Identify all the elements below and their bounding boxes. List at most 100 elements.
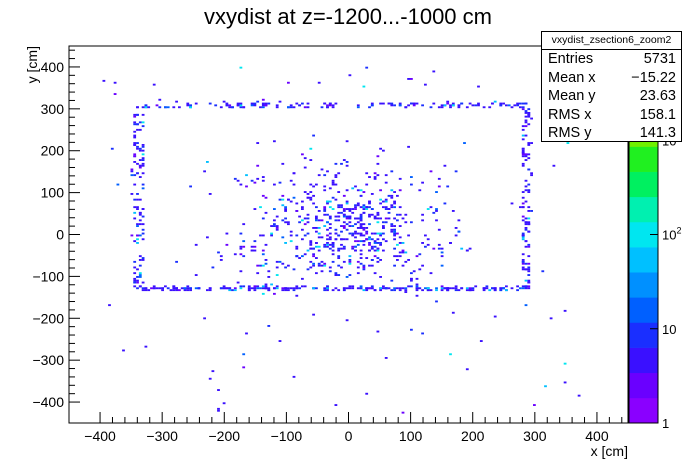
heatmap-bin xyxy=(524,121,528,124)
heatmap-bin xyxy=(401,411,405,414)
heatmap-bin xyxy=(138,259,142,261)
heatmap-bin xyxy=(379,217,382,220)
heatmap-bin xyxy=(289,234,293,237)
heatmap-bin xyxy=(175,100,178,103)
heatmap-bin xyxy=(415,283,419,286)
heatmap-bin xyxy=(429,170,433,173)
heatmap-bin xyxy=(379,234,382,237)
heatmap-bin xyxy=(233,253,237,256)
heatmap-bin xyxy=(323,243,327,246)
heatmap-bin xyxy=(393,217,396,220)
heatmap-bin xyxy=(183,287,187,290)
stats-box: vxydist_zsection6_zoom2 Entries 5731 Mean… xyxy=(541,31,682,142)
heatmap-bin xyxy=(477,85,480,88)
heatmap-bin xyxy=(404,251,408,254)
heatmap-bin xyxy=(370,259,374,261)
heatmap-bin xyxy=(133,121,137,124)
heatmap-bin xyxy=(250,249,254,252)
heatmap-bin xyxy=(133,136,137,139)
heatmap-bin xyxy=(510,202,514,205)
heatmap-bin xyxy=(259,106,262,109)
heatmap-bin xyxy=(404,213,408,216)
heatmap-bin xyxy=(239,270,243,273)
heatmap-bin xyxy=(253,102,257,105)
heatmap-bin xyxy=(334,176,338,178)
heatmap-bin xyxy=(527,142,531,144)
heatmap-bin xyxy=(421,242,424,244)
heatmap-bin xyxy=(273,225,276,227)
heatmap-bin xyxy=(133,115,137,118)
heatmap-bin xyxy=(370,247,374,250)
heatmap-bin xyxy=(138,264,142,267)
heatmap-bin xyxy=(368,206,371,209)
heatmap-bin xyxy=(384,208,388,210)
heatmap-bin xyxy=(421,104,424,107)
heatmap-bin xyxy=(273,219,276,222)
heatmap-bin xyxy=(261,292,265,295)
heatmap-bin xyxy=(373,245,377,248)
heatmap-bin xyxy=(312,264,315,267)
heatmap-bin xyxy=(331,208,335,210)
heatmap-bin xyxy=(138,219,142,222)
x-tick-label: 200 xyxy=(461,428,485,444)
heatmap-bin xyxy=(331,106,335,109)
heatmap-bin xyxy=(328,266,332,269)
heatmap-bin xyxy=(328,243,332,246)
heatmap-bin xyxy=(356,287,360,290)
heatmap-bin xyxy=(382,221,385,224)
heatmap-bin xyxy=(144,345,148,348)
heatmap-bin xyxy=(306,213,310,216)
x-tick-label: −100 xyxy=(271,428,303,444)
heatmap-bin xyxy=(379,198,382,201)
heatmap-bin xyxy=(390,279,394,282)
heatmap-bin xyxy=(239,285,243,288)
heatmap-bin xyxy=(398,236,402,239)
heatmap-bin xyxy=(365,206,369,209)
heatmap-bin xyxy=(432,211,436,214)
heatmap-bin xyxy=(356,189,360,192)
heatmap-bin xyxy=(108,304,111,307)
color-scale-segment xyxy=(629,247,658,273)
heatmap-bin xyxy=(521,153,525,156)
heatmap-bin xyxy=(449,104,452,107)
heatmap-bin xyxy=(362,289,366,292)
heatmap-bin xyxy=(524,285,528,288)
heatmap-bin xyxy=(351,211,355,214)
heatmap-bin xyxy=(340,211,343,214)
heatmap-bin xyxy=(328,104,332,107)
heatmap-bin xyxy=(315,245,318,248)
heatmap-bin xyxy=(141,223,145,226)
heatmap-bin xyxy=(365,238,369,241)
heatmap-bin xyxy=(524,179,528,182)
heatmap-bin xyxy=(289,104,293,107)
heatmap-bin xyxy=(284,217,287,220)
heatmap-bin xyxy=(527,221,531,224)
heatmap-bin xyxy=(449,106,452,109)
y-tick-label: 0 xyxy=(56,227,64,243)
heatmap-bin xyxy=(136,162,139,165)
heatmap-bin xyxy=(421,332,424,335)
heatmap-bin xyxy=(359,234,363,237)
heatmap-bin xyxy=(362,268,366,271)
heatmap-bin xyxy=(189,104,192,107)
heatmap-bin xyxy=(398,177,402,180)
heatmap-bin xyxy=(309,260,313,263)
heatmap-bin xyxy=(138,164,142,167)
heatmap-bin xyxy=(342,245,346,248)
heatmap-bin xyxy=(440,104,444,107)
heatmap-bin xyxy=(298,221,301,224)
heatmap-bin xyxy=(133,279,137,282)
heatmap-bin xyxy=(253,249,257,252)
heatmap-bin xyxy=(482,106,486,109)
heatmap-bin xyxy=(390,225,394,227)
heatmap-bin xyxy=(326,104,329,107)
heatmap-bin xyxy=(524,227,528,229)
heatmap-bin xyxy=(524,200,528,203)
heatmap-bin xyxy=(219,259,223,261)
heatmap-bin xyxy=(393,287,396,290)
heatmap-bin xyxy=(261,287,265,290)
heatmap-bin xyxy=(136,238,139,241)
heatmap-bin xyxy=(429,289,433,292)
heatmap-bin xyxy=(370,232,374,235)
heatmap-bin xyxy=(267,289,271,292)
